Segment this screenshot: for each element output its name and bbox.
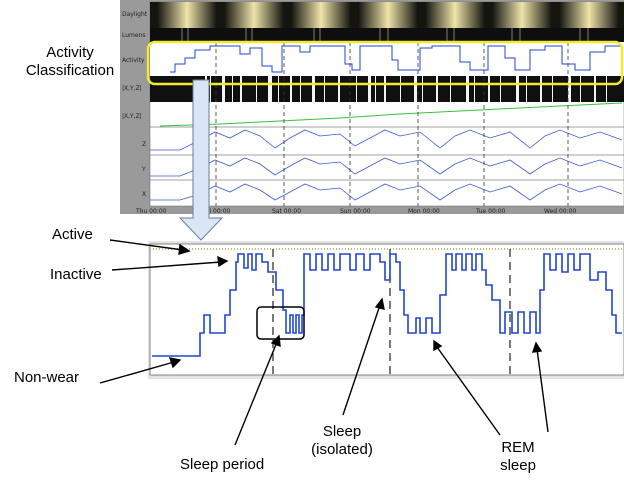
time-tick-label: Sat 00:00 [272, 208, 301, 215]
rem-sleep-line1: REM [501, 439, 535, 456]
time-tick-label: Wed 00:00 [544, 208, 576, 215]
time-tick-label: Fri 00:00 [204, 208, 231, 215]
row-label: |X,Y,Z| [122, 113, 142, 120]
sleep-period-box [256, 306, 305, 340]
time-tick-label: Sun 00:00 [340, 208, 371, 215]
classification-trace [152, 253, 622, 357]
time-tick-label: Mon 00:00 [408, 208, 440, 215]
activity-row [150, 42, 624, 76]
sleep-isolated-line2: (isolated) [311, 441, 373, 458]
row-label: X [142, 191, 146, 198]
activity-classification-line2: Classification [25, 62, 115, 79]
time-tick-label: Thu 00:00 [135, 208, 167, 215]
daylight-row [150, 2, 624, 28]
day-divider-lines [215, 42, 569, 206]
sleep-isolated-label: Sleep (isolated) [302, 423, 382, 459]
non-wear-label: Non-wear [14, 369, 80, 386]
annotation-arrows [99, 239, 549, 446]
zoom-arrow [178, 79, 224, 241]
row-label: Y [141, 166, 146, 173]
activity-classification-label: Activity Classification [20, 44, 120, 80]
bottom-panel [148, 241, 624, 379]
sleep-period-label: Sleep period [180, 456, 265, 473]
activity-highlight-box [146, 40, 624, 86]
axis-traces [150, 129, 624, 201]
rem-sleep-line2: sleep [500, 457, 536, 474]
row-label: Z [142, 141, 146, 148]
top-panel: Daylight Lumens Activity |X,Y,Z| |X,Y,Z|… [120, 0, 624, 215]
inactive-label: Inactive [50, 266, 102, 283]
row-label: |X,Y,Z| [122, 85, 142, 92]
row-label: Activity [122, 57, 145, 64]
active-label: Active [52, 226, 93, 243]
lumens-row [150, 28, 624, 42]
time-axis: Thu 00:00 Fri 00:00 Sat 00:00 Sun 00:00 … [135, 208, 576, 215]
row-label: Daylight [122, 11, 148, 18]
row-labels: Daylight Lumens Activity |X,Y,Z| |X,Y,Z|… [122, 11, 148, 198]
magnitude-barcode-row [150, 76, 624, 102]
sleep-isolated-line1: Sleep [322, 423, 362, 440]
row-label: Lumens [122, 32, 146, 39]
time-tick-label: Tue 00:00 [475, 208, 506, 215]
vector-magnitude-row [150, 102, 624, 128]
rem-sleep-label: REM sleep [488, 439, 548, 475]
activity-classification-line1: Activity [46, 44, 94, 61]
